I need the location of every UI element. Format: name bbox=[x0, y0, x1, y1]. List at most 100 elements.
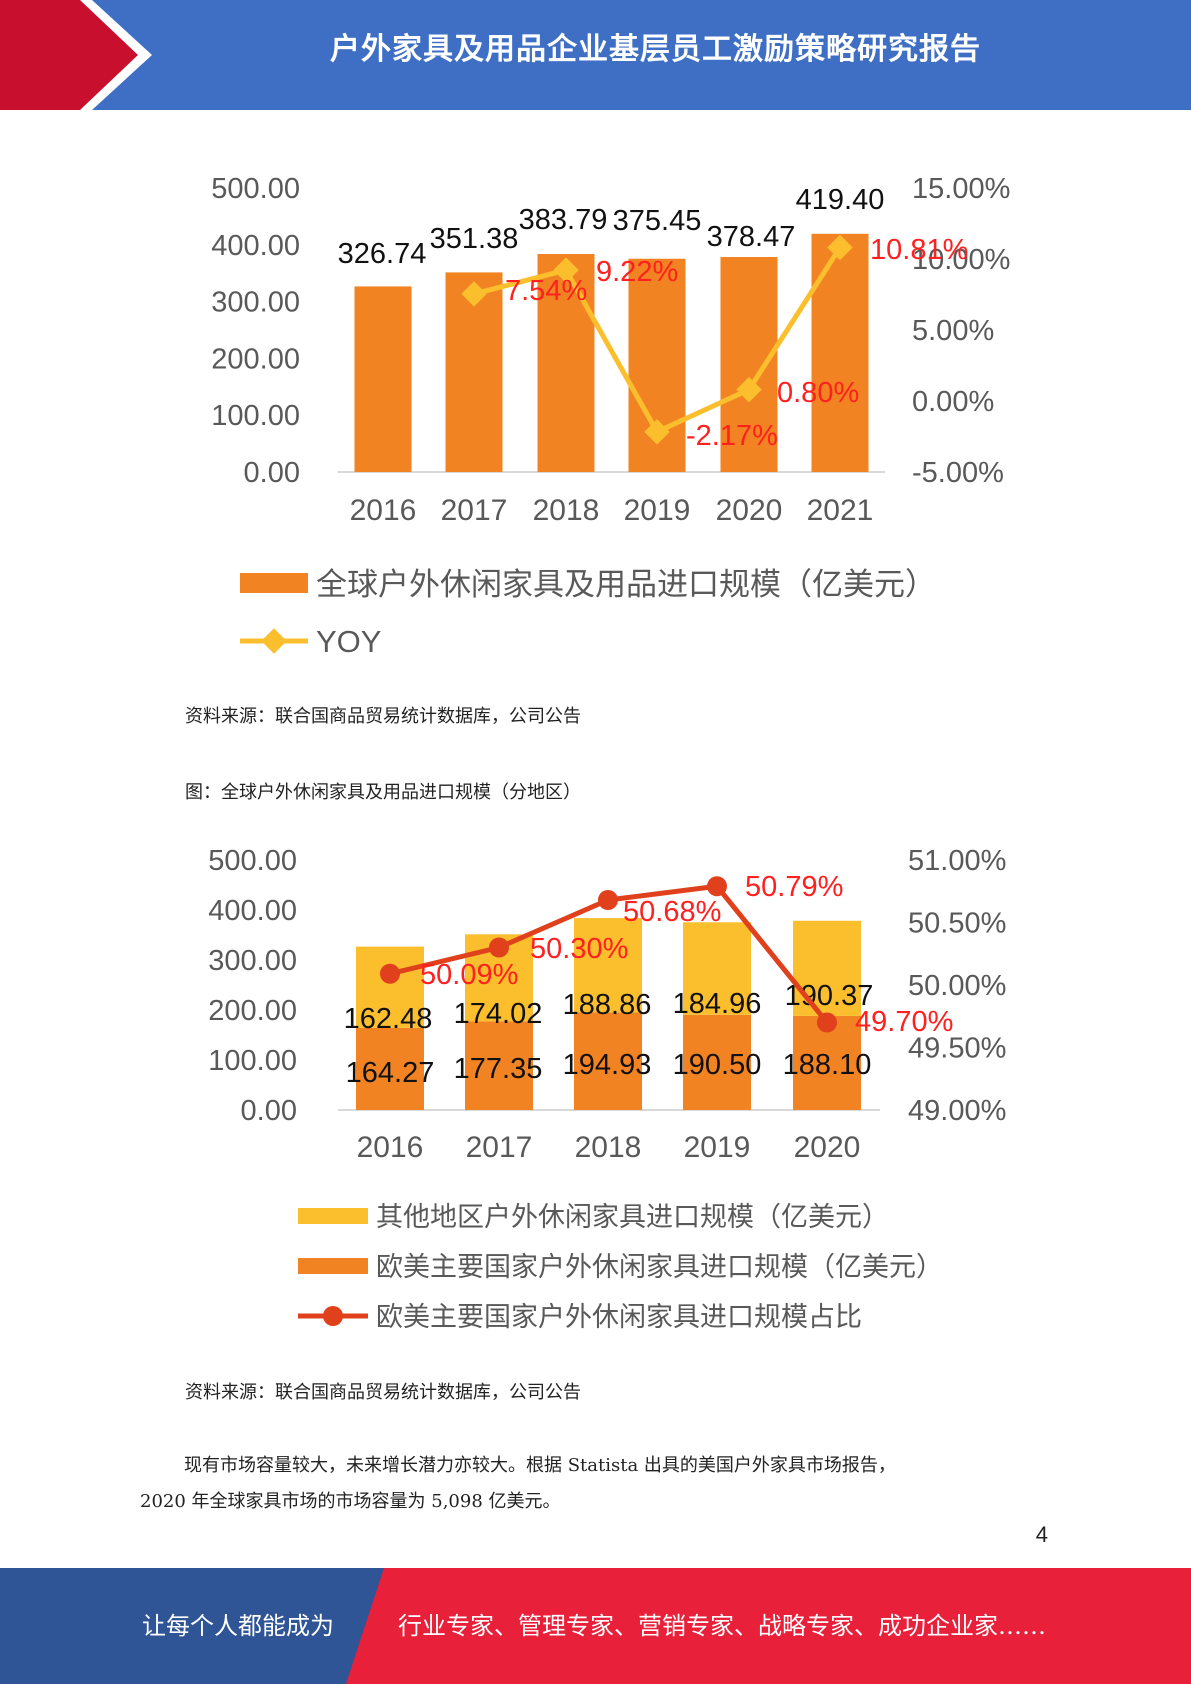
share-data-label: 49.70% bbox=[855, 1006, 953, 1038]
legend-label: 其他地区户外休闲家具进口规模（亿美元） bbox=[376, 1202, 889, 1232]
y-left-tick-label: 300.00 bbox=[208, 945, 297, 977]
bar-data-label: 375.45 bbox=[613, 205, 702, 237]
bar-data-label: 184.96 bbox=[673, 988, 762, 1020]
y-left-tick-label: 0.00 bbox=[241, 1095, 297, 1127]
y-right-tick-label: 49.00% bbox=[908, 1095, 1006, 1127]
y-right-tick-label: 50.50% bbox=[908, 908, 1006, 940]
y-left-tick-label: 500.00 bbox=[211, 173, 300, 205]
bar bbox=[811, 233, 869, 472]
bar-data-label: 190.50 bbox=[673, 1049, 762, 1081]
x-tick-label: 2019 bbox=[624, 494, 691, 527]
bar-segment-europe-america bbox=[465, 1021, 533, 1110]
source-caption-2: 资料来源：联合国商品贸易统计数据库，公司公告 bbox=[185, 1382, 581, 1403]
bar-segment-other-regions bbox=[356, 946, 424, 1028]
y-left-tick-label: 100.00 bbox=[208, 1045, 297, 1077]
y-right-tick-label: 49.50% bbox=[908, 1033, 1006, 1065]
yoy-point-marker bbox=[736, 376, 762, 403]
header-bar bbox=[0, 0, 1191, 110]
share-data-label: 50.68% bbox=[623, 896, 721, 928]
x-tick-label: 2021 bbox=[807, 494, 874, 527]
bar-segment-europe-america bbox=[356, 1027, 424, 1110]
x-tick-label: 2020 bbox=[794, 1131, 861, 1164]
bar-data-label: 188.10 bbox=[783, 1049, 872, 1081]
document-title: 户外家具及用品企业基层员工激励策略研究报告 bbox=[330, 32, 981, 67]
x-tick-label: 2019 bbox=[684, 1131, 751, 1164]
y-right-tick-label: 0.00% bbox=[912, 386, 994, 418]
bar-data-label: 383.79 bbox=[519, 204, 608, 236]
yoy-point-marker bbox=[644, 419, 670, 445]
y-left-tick-label: 400.00 bbox=[211, 230, 300, 262]
legend-swatch-bar bbox=[240, 573, 308, 593]
legend-label: 欧美主要国家户外休闲家具进口规模占比 bbox=[376, 1302, 862, 1332]
yoy-data-label: 0.80% bbox=[777, 377, 859, 409]
x-tick-label: 2020 bbox=[716, 494, 783, 527]
y-left-tick-label: 200.00 bbox=[211, 343, 300, 375]
yoy-point-marker bbox=[553, 257, 579, 283]
yoy-data-label: -2.17% bbox=[686, 420, 778, 452]
yoy-data-label: 10.81% bbox=[870, 234, 968, 266]
bar-data-label: 351.38 bbox=[430, 223, 519, 255]
footer-slogan-right: 行业专家、管理专家、营销专家、战略专家、成功企业家…… bbox=[398, 1612, 1046, 1640]
y-right-tick-label: -5.00% bbox=[912, 457, 1004, 489]
share-point-marker bbox=[817, 1012, 837, 1033]
x-tick-label: 2017 bbox=[441, 494, 508, 527]
bar-data-label: 378.47 bbox=[707, 221, 796, 253]
y-left-tick-label: 0.00 bbox=[244, 457, 300, 489]
source-caption-1: 资料来源：联合国商品贸易统计数据库，公司公告 bbox=[185, 706, 581, 727]
bar-data-label: 194.93 bbox=[563, 1049, 652, 1081]
y-left-tick-label: 100.00 bbox=[211, 400, 300, 432]
bar-segment-other-regions bbox=[683, 922, 751, 1015]
yoy-point-marker bbox=[461, 281, 487, 307]
legend-swatch-bar bbox=[298, 1258, 368, 1274]
chart-import-scale-by-region: 500.00 400.00 300.00 200.00 100.00 0.00 51.00%… bbox=[208, 845, 1006, 1332]
bar-data-label: 162.48 bbox=[344, 1003, 433, 1035]
bar-data-label: 177.35 bbox=[454, 1053, 543, 1085]
y-left-tick-label: 500.00 bbox=[208, 845, 297, 877]
legend-dot-icon bbox=[323, 1306, 343, 1326]
body-paragraph-line-1: 现有市场容量较大，未来增长潜力亦较大。根据 Statista 出具的美国户外家具… bbox=[184, 1455, 896, 1476]
legend-diamond-icon bbox=[261, 628, 287, 654]
bar-segment-other-regions bbox=[793, 920, 861, 1016]
chart-import-scale-yoy: 500.00 400.00 300.00 200.00 100.00 0.00 15.00%… bbox=[211, 173, 1010, 659]
share-point-marker bbox=[707, 876, 727, 897]
yoy-data-label: 9.22% bbox=[596, 256, 678, 288]
legend-label: 欧美主要国家户外休闲家具进口规模（亿美元） bbox=[376, 1252, 943, 1282]
share-point-marker bbox=[489, 937, 509, 958]
yoy-point-marker bbox=[827, 234, 853, 261]
share-point-marker bbox=[598, 890, 618, 910]
legend-label-bar: 全球户外休闲家具及用品进口规模（亿美元） bbox=[316, 567, 936, 602]
legend-swatch-bar bbox=[298, 1208, 368, 1224]
bar-data-label: 164.27 bbox=[346, 1057, 435, 1089]
y-right-tick-label: 10.00% bbox=[912, 244, 1010, 276]
y-right-tick-label: 5.00% bbox=[912, 315, 994, 347]
bar-segment-other-regions bbox=[574, 918, 642, 1013]
x-tick-label: 2018 bbox=[575, 1131, 642, 1164]
x-tick-label: 2016 bbox=[357, 1131, 424, 1164]
bar-data-label: 419.40 bbox=[796, 184, 885, 216]
yoy-data-label: 7.54% bbox=[505, 275, 587, 307]
bar-segment-europe-america bbox=[683, 1014, 751, 1110]
x-tick-label: 2018 bbox=[533, 494, 600, 527]
bar-data-label: 174.02 bbox=[454, 998, 543, 1030]
bar bbox=[537, 254, 595, 472]
share-data-label: 50.09% bbox=[420, 959, 518, 991]
header-arrow-icon bbox=[0, 0, 152, 110]
y-right-tick-label: 50.00% bbox=[908, 970, 1006, 1002]
y-left-tick-label: 200.00 bbox=[208, 995, 297, 1027]
y-right-tick-label: 51.00% bbox=[908, 845, 1006, 877]
y-right-tick-label: 15.00% bbox=[912, 173, 1010, 205]
bar-segment-europe-america bbox=[574, 1012, 642, 1110]
body-paragraph-line-2: 2020 年全球家具市场的市场容量为 5,098 亿美元。 bbox=[140, 1491, 561, 1512]
share-data-label: 50.30% bbox=[530, 933, 628, 965]
legend-label-yoy: YOY bbox=[316, 624, 381, 659]
share-data-label: 50.79% bbox=[745, 871, 843, 903]
footer-bar bbox=[0, 1568, 1191, 1684]
y-left-tick-label: 400.00 bbox=[208, 895, 297, 927]
figure-caption-2: 图：全球户外休闲家具及用品进口规模（分地区） bbox=[185, 782, 581, 803]
y-left-tick-label: 300.00 bbox=[211, 287, 300, 319]
bar-data-label: 326.74 bbox=[338, 238, 427, 270]
x-tick-label: 2016 bbox=[350, 494, 417, 527]
bar-data-label: 188.86 bbox=[563, 989, 652, 1021]
x-tick-label: 2017 bbox=[466, 1131, 533, 1164]
share-point-marker bbox=[380, 963, 400, 984]
